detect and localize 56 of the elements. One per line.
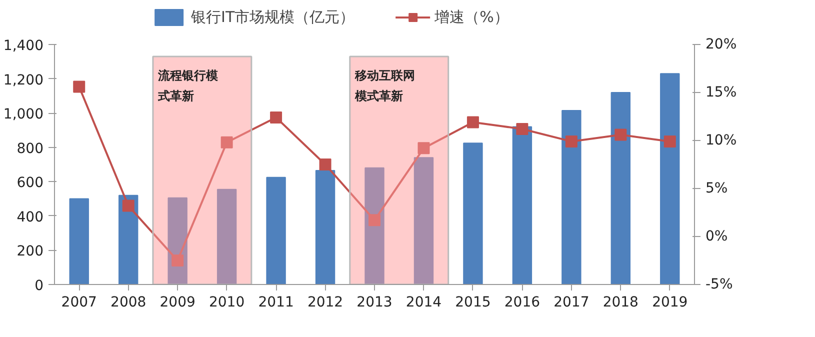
bar <box>414 157 434 284</box>
x-tick-label: 2015 <box>455 294 491 310</box>
legend-label: 银行IT市场规模（亿元） <box>191 8 355 26</box>
y-tick-label: 400 <box>16 209 44 226</box>
bar <box>118 194 138 284</box>
x-tick-label: 2010 <box>208 294 245 310</box>
y2-tick-label: 0% <box>706 228 728 244</box>
x-tick-label: 2008 <box>110 294 146 310</box>
bar <box>266 176 286 284</box>
point <box>368 214 380 226</box>
y2-tick-label: 20% <box>706 36 737 52</box>
bar <box>216 188 237 284</box>
point <box>73 80 86 93</box>
band-label: 移动互联网模式革新 <box>354 68 415 103</box>
x-tick-label: 2018 <box>602 294 638 310</box>
point <box>565 135 578 148</box>
y2-tick-label: 10% <box>706 132 737 148</box>
point <box>614 128 627 141</box>
bar <box>69 198 89 284</box>
y-tick-label: 600 <box>16 175 44 192</box>
x-tick-label: 2009 <box>160 294 196 310</box>
point <box>516 122 528 135</box>
bar <box>562 110 582 284</box>
y-tick-label: 1,000 <box>3 106 44 123</box>
y-tick-label: 800 <box>16 140 44 157</box>
y2-tick-label: 5% <box>706 180 728 196</box>
bar <box>315 170 336 284</box>
band-label: 流程银行模式革新 <box>156 68 218 103</box>
bar <box>512 126 532 284</box>
point <box>664 135 676 148</box>
x-tick-label: 2014 <box>406 294 442 310</box>
x-tick-label: 2019 <box>652 294 688 310</box>
x-tick-label: 2016 <box>504 294 540 310</box>
y2-tick-label: -5% <box>706 276 733 292</box>
bar <box>463 142 483 284</box>
y-tick-label: 1,400 <box>3 38 44 54</box>
y2-tick-label: 15% <box>706 84 737 100</box>
point <box>319 158 332 170</box>
x-tick-label: 2007 <box>61 294 97 310</box>
y-tick-label: 1,200 <box>3 72 44 88</box>
x-tick-label: 2011 <box>258 294 294 310</box>
point <box>220 136 233 148</box>
bar <box>364 167 384 284</box>
point <box>270 111 282 124</box>
point <box>122 200 134 212</box>
bar <box>610 92 631 284</box>
y-tick-label: 0 <box>34 278 44 294</box>
bar <box>660 73 680 284</box>
y-tick-label: 200 <box>16 244 44 260</box>
x-tick-label: 2017 <box>554 294 590 310</box>
legend-label: 增速（%） <box>434 8 509 26</box>
point <box>466 116 479 128</box>
point <box>172 254 184 266</box>
x-tick-label: 2013 <box>356 294 392 310</box>
point <box>418 142 430 154</box>
x-tick-label: 2012 <box>307 294 344 310</box>
